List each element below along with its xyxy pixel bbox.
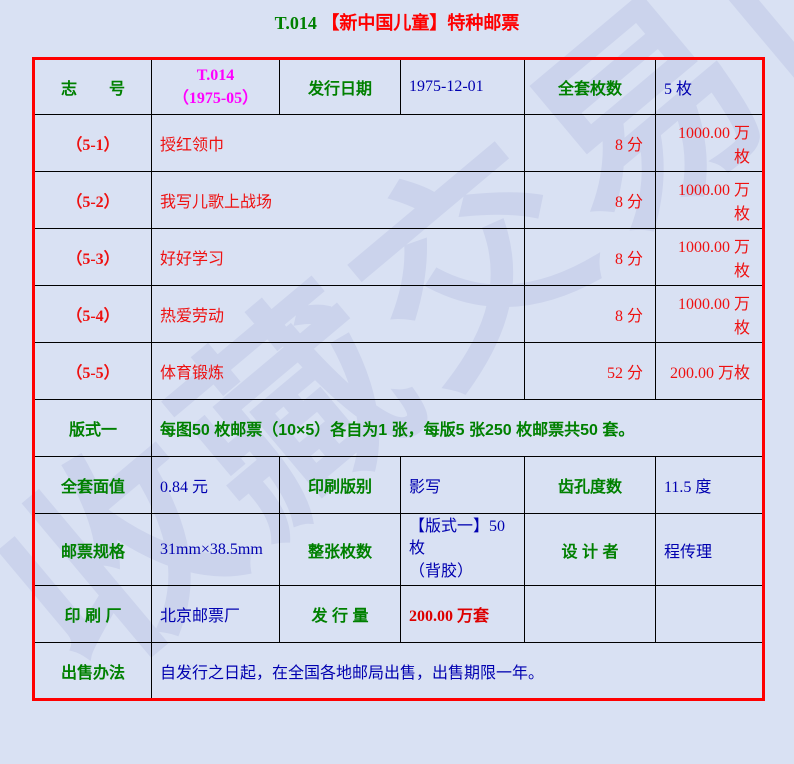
title-stamp-name: 【新中国儿童】特种邮票 xyxy=(321,13,520,33)
table-row-stamp-4: （5-4） 热爱劳动 8 分 1000.00 万枚 xyxy=(33,285,764,343)
issue-date-value: 1975-12-01 xyxy=(400,58,525,115)
table-row-stamp-5: （5-5） 体育锻炼 52 分 200.00 万枚 xyxy=(33,342,764,400)
label-face-value: 全套面值 xyxy=(33,456,152,514)
stamp-number: （5-5） xyxy=(33,342,152,400)
sheet-format-description: 每图50 枚邮票（10×5）各自为1 张，每版5 张250 枚邮票共50 套。 xyxy=(151,399,764,457)
stamp-denomination: 8 分 xyxy=(524,228,656,286)
catalog-number-year: （1975-05） xyxy=(172,90,259,107)
stamp-number: （5-4） xyxy=(33,285,152,343)
label-catalog-number: 志 号 xyxy=(33,58,152,115)
catalog-number: T.014 xyxy=(196,66,235,84)
stamp-denomination: 8 分 xyxy=(524,285,656,343)
stamp-name: 授红领巾 xyxy=(151,114,525,172)
label-issue-date: 发行日期 xyxy=(279,58,401,115)
label-sheet-format: 版式一 xyxy=(33,399,152,457)
page-title: T.014 【新中国儿童】特种邮票 xyxy=(0,9,794,35)
stamp-denomination: 8 分 xyxy=(524,171,656,229)
table-row-header: 志 号 T.014 （1975-05） 发行日期 1975-12-01 全套枚数… xyxy=(33,58,764,115)
label-set-count: 全套枚数 xyxy=(524,58,656,115)
stamp-quantity: 1000.00 万枚 xyxy=(655,285,764,343)
table-row-stamp-size: 邮票规格 31mm×38.5mm 整张枚数 【版式一】50 枚 （背胶） 设 计… xyxy=(33,512,764,587)
label-printer: 印 刷 厂 xyxy=(33,585,152,644)
sheet-count: 【版式一】50 枚 （背胶） xyxy=(400,512,525,587)
stamp-quantity: 1000.00 万枚 xyxy=(655,171,764,229)
stamp-quantity: 200.00 万枚 xyxy=(655,342,764,400)
table-row-sale-method: 出售办法 自发行之日起，在全国各地邮局出售，出售期限一年。 xyxy=(33,642,764,701)
stamp-denomination: 52 分 xyxy=(524,342,656,400)
stamp-number: （5-2） xyxy=(33,171,152,229)
stamp-quantity: 1000.00 万枚 xyxy=(655,114,764,172)
stamp-name: 体育锻炼 xyxy=(151,342,525,400)
table-row-stamp-2: （5-2） 我写儿歌上战场 8 分 1000.00 万枚 xyxy=(33,171,764,229)
label-sale-method: 出售办法 xyxy=(33,642,152,701)
stamp-denomination: 8 分 xyxy=(524,114,656,172)
stamp-size: 31mm×38.5mm xyxy=(151,512,280,587)
empty-cell xyxy=(524,585,656,644)
stamp-quantity: 1000.00 万枚 xyxy=(655,228,764,286)
label-issue-quantity: 发 行 量 xyxy=(279,585,401,644)
catalog-number-cell: T.014 （1975-05） xyxy=(151,58,280,115)
stamp-number: （5-1） xyxy=(33,114,152,172)
stamp-name: 我写儿歌上战场 xyxy=(151,171,525,229)
label-sheet-count: 整张枚数 xyxy=(279,512,401,587)
stamp-name: 热爱劳动 xyxy=(151,285,525,343)
printer: 北京邮票厂 xyxy=(151,585,280,644)
title-catalog-number: T.014 xyxy=(274,13,317,33)
stamp-name: 好好学习 xyxy=(151,228,525,286)
label-perforation: 齿孔度数 xyxy=(524,456,656,514)
table-row-face-value: 全套面值 0.84 元 印刷版别 影写 齿孔度数 11.5 度 xyxy=(33,456,764,514)
designer: 程传理 xyxy=(655,512,764,587)
table-row-stamp-1: （5-1） 授红领巾 8 分 1000.00 万枚 xyxy=(33,114,764,172)
table-row-printer: 印 刷 厂 北京邮票厂 发 行 量 200.00 万套 xyxy=(33,585,764,644)
empty-cell xyxy=(655,585,764,644)
face-value: 0.84 元 xyxy=(151,456,280,514)
stamp-number: （5-3） xyxy=(33,228,152,286)
table-row-stamp-3: （5-3） 好好学习 8 分 1000.00 万枚 xyxy=(33,228,764,286)
table-row-sheet-format: 版式一 每图50 枚邮票（10×5）各自为1 张，每版5 张250 枚邮票共50… xyxy=(33,399,764,457)
issue-quantity: 200.00 万套 xyxy=(400,585,525,644)
label-stamp-size: 邮票规格 xyxy=(33,512,152,587)
stamp-info-table: 志 号 T.014 （1975-05） 发行日期 1975-12-01 全套枚数… xyxy=(32,57,765,702)
sale-method-description: 自发行之日起，在全国各地邮局出售，出售期限一年。 xyxy=(151,642,764,701)
set-count-value: 5 枚 xyxy=(655,58,764,115)
printing-type: 影写 xyxy=(400,456,525,514)
label-designer: 设 计 者 xyxy=(524,512,656,587)
perforation: 11.5 度 xyxy=(655,456,764,514)
label-printing-type: 印刷版别 xyxy=(279,456,401,514)
